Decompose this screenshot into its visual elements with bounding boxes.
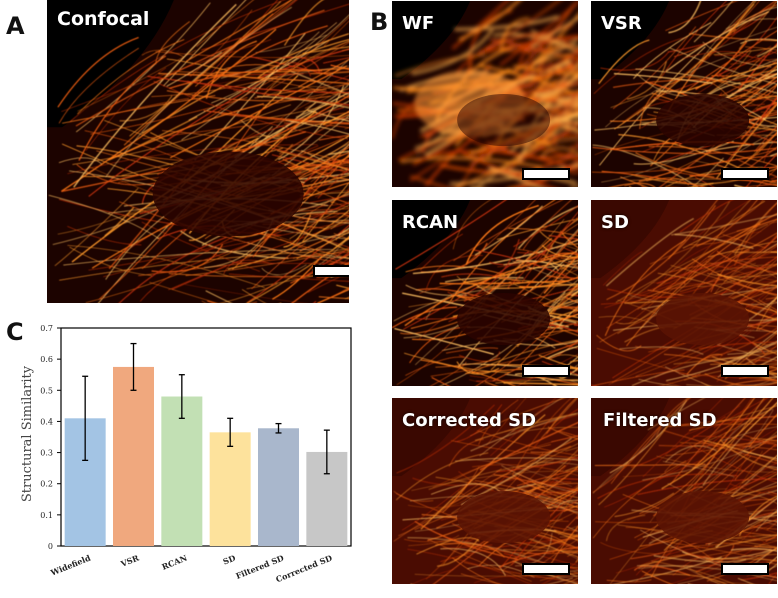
x-tick-label: SD	[221, 553, 237, 567]
confocal-image: Confocal	[47, 0, 349, 303]
x-tick-label: Widefield	[48, 552, 92, 578]
vsr-label: VSR	[601, 13, 642, 34]
y-tick-label: 0.5	[40, 386, 53, 395]
y-tick-label: 0.7	[40, 324, 53, 333]
scale-bar	[522, 365, 570, 377]
y-tick-label: 0.3	[40, 449, 53, 458]
scale-bar	[522, 563, 570, 575]
y-tick-label: 0	[48, 542, 53, 551]
scale-bar	[721, 168, 769, 180]
ssim-bar-chart: Structural Similarity 0 0.1 0.2 0.3 0.4 0.5 0.…	[20, 324, 352, 584]
corrected-sd-label: Corrected SD	[402, 410, 537, 431]
scale-bar	[721, 563, 769, 575]
y-tick-label: 0.4	[40, 417, 53, 426]
plot-frame	[60, 327, 352, 547]
y-tick-label: 0.6	[40, 355, 53, 364]
bar	[113, 366, 154, 546]
panel-c-letter: C	[6, 318, 24, 346]
corrected-sd-image: Corrected SD	[392, 398, 578, 584]
wf-image: WF	[392, 1, 578, 187]
confocal-label: Confocal	[57, 8, 150, 30]
scale-bar	[522, 168, 570, 180]
bar	[161, 396, 203, 546]
scale-bar	[313, 265, 349, 277]
rcan-label: RCAN	[402, 212, 459, 233]
y-tick-label: 0.2	[40, 480, 53, 489]
x-tick-label: RCAN	[160, 553, 188, 572]
y-axis-label: Structural Similarity	[20, 365, 35, 502]
filtered-sd-label: Filtered SD	[603, 410, 717, 431]
x-tick-label: VSR	[118, 552, 140, 569]
y-tick-label: 0.1	[40, 511, 53, 520]
bar	[258, 428, 299, 546]
filtered-sd-image: Filtered SD	[591, 398, 777, 584]
vsr-image: VSR	[591, 1, 777, 187]
sd-image: SD	[591, 200, 777, 386]
sd-label: SD	[601, 212, 629, 233]
panel-a-letter: A	[6, 12, 25, 40]
scale-bar	[721, 365, 769, 377]
bar	[209, 432, 251, 546]
wf-label: WF	[402, 13, 435, 34]
rcan-image: RCAN	[392, 200, 578, 386]
panel-b-letter: B	[370, 8, 389, 36]
